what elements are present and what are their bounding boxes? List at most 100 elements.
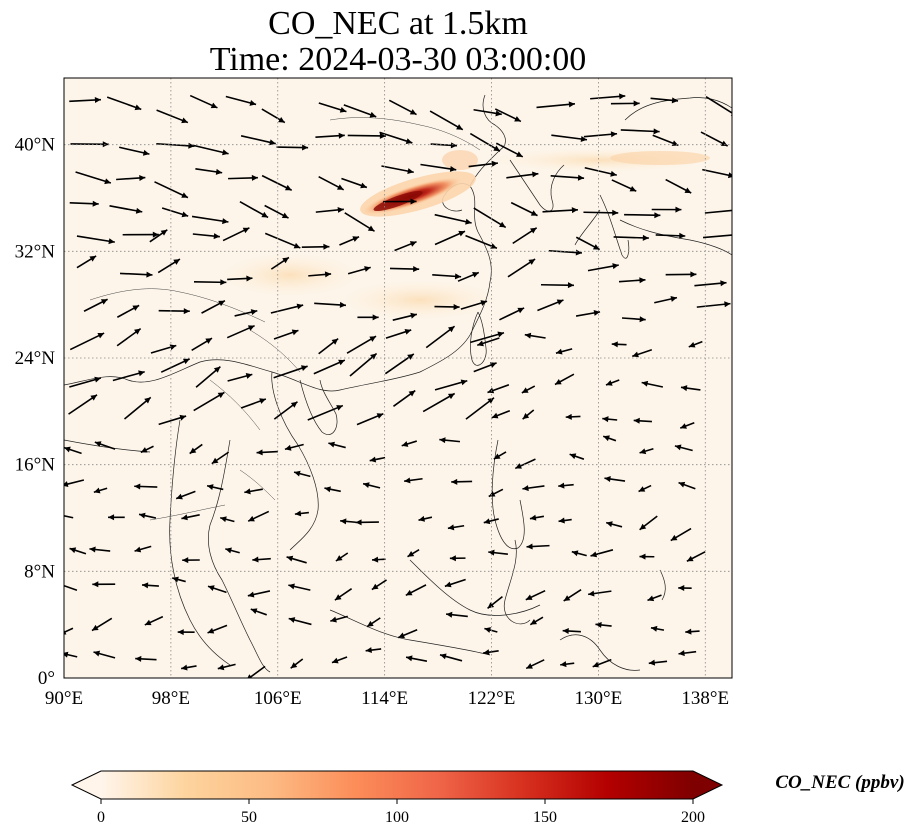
- wind-arrow-head: [526, 543, 533, 550]
- wind-arrow-head: [181, 117, 188, 124]
- wind-arrow-head: [632, 351, 639, 358]
- wind-arrow-head: [291, 329, 299, 336]
- wind-arrow-head: [294, 470, 301, 477]
- wind-arrow-head: [671, 97, 679, 104]
- colorbar-label: CO_NEC (ppbv): [775, 772, 904, 793]
- wind-arrow-head: [336, 405, 343, 411]
- wind-arrow-head: [281, 212, 289, 219]
- wind-arrow-shaft: [347, 134, 386, 137]
- wind-arrow-head: [330, 616, 337, 623]
- wind-arrow-head: [567, 282, 574, 289]
- wind-arrow-head: [372, 556, 379, 563]
- coastline: [64, 94, 732, 673]
- map-frame: [63, 77, 733, 679]
- co-haze-patch: [340, 280, 500, 320]
- wind-arrow-head: [169, 344, 177, 351]
- wind-arrow-head: [592, 244, 600, 250]
- wind-arrow-head: [595, 621, 602, 628]
- wind-arrow-head: [558, 517, 565, 524]
- wind-arrow-shaft: [75, 171, 112, 184]
- wind-arrow-head: [727, 172, 732, 179]
- wind-arrow-head: [108, 514, 115, 521]
- longitude-tick-label: 98°E: [152, 688, 190, 709]
- wind-arrow-head: [404, 328, 412, 335]
- wind-arrow-head: [491, 160, 498, 167]
- longitude-tick-label: 130°E: [575, 688, 623, 709]
- wind-arrow-head: [606, 521, 613, 528]
- wind-arrow-head: [678, 650, 685, 657]
- colorbar-extend-high: [693, 771, 722, 799]
- wind-arrow-head: [465, 218, 472, 225]
- wind-arrow-head: [94, 376, 101, 383]
- wind-arrow-head: [244, 488, 251, 495]
- wind-arrow-head: [472, 272, 479, 278]
- wind-arrow-head: [720, 280, 727, 287]
- wind-arrow-head: [91, 624, 99, 631]
- wind-arrow-head: [405, 589, 413, 596]
- map-subtitle-time: Time: 2024-03-30 03:00:00: [209, 41, 587, 78]
- wind-arrow-head: [456, 124, 463, 130]
- wind-arrow-head: [407, 551, 415, 557]
- wind-arrow-head: [592, 661, 600, 668]
- wind-arrow-head: [639, 277, 646, 284]
- wind-arrow-head: [488, 491, 496, 497]
- wind-arrow-head: [619, 93, 626, 100]
- wind-arrow-shaft: [536, 103, 576, 109]
- wind-arrow-head: [458, 230, 466, 237]
- wind-arrow-head: [64, 651, 69, 658]
- wind-arrow-head: [495, 110, 502, 117]
- wind-arrow-head: [497, 331, 505, 338]
- wind-arrow-head: [569, 453, 577, 460]
- latitude-tick-label: 32°N: [15, 241, 56, 262]
- wind-arrow-head: [207, 484, 214, 491]
- wind-arrow-head: [491, 412, 499, 419]
- wind-arrow-head: [493, 453, 501, 460]
- colorbar-tick-label: 0: [97, 809, 105, 826]
- wind-arrow-head: [172, 576, 179, 583]
- wind-arrow-shaft: [422, 392, 456, 413]
- wind-arrow-head: [288, 583, 295, 590]
- wind-arrow-head: [328, 441, 335, 448]
- wind-arrow-head: [529, 514, 537, 521]
- wind-arrow-head: [590, 551, 598, 558]
- colorbar-tick-label: 50: [241, 809, 257, 826]
- wind-arrow-head: [409, 241, 417, 247]
- wind-arrow-head: [139, 174, 146, 181]
- wind-arrow-head: [483, 649, 490, 656]
- wind-arrow-head: [654, 212, 661, 219]
- wind-arrow-head: [556, 299, 564, 306]
- wind-arrow-head: [685, 628, 692, 635]
- wind-arrow-head: [530, 619, 538, 625]
- wind-arrow-head: [139, 512, 146, 519]
- wind-arrow-head: [648, 659, 656, 666]
- co-haze-patch: [442, 150, 478, 170]
- wind-arrow-head: [94, 96, 101, 103]
- wind-arrow-head: [288, 617, 296, 623]
- wind-arrow-shaft: [106, 96, 142, 111]
- wind-arrow-head: [480, 300, 488, 306]
- wind-arrow-head: [371, 583, 379, 590]
- wind-arrow-head: [104, 178, 111, 185]
- wind-arrow-head: [363, 482, 370, 489]
- wind-arrow-head: [181, 514, 188, 521]
- wind-arrow-head: [369, 111, 377, 118]
- wind-arrow-head: [367, 620, 374, 627]
- latitude-tick-label: 0°: [38, 668, 55, 689]
- wind-arrow-head: [413, 266, 420, 273]
- wind-arrow-head: [252, 556, 259, 563]
- wind-arrow-head: [336, 184, 344, 190]
- wind-arrow-head: [488, 549, 495, 556]
- wind-arrow-head: [451, 478, 458, 485]
- wind-arrow-head: [334, 594, 342, 601]
- wind-arrow-head: [188, 142, 195, 149]
- wind-arrow-head: [493, 145, 501, 152]
- wind-arrow-head: [92, 581, 99, 588]
- wind-arrow-head: [220, 516, 227, 523]
- wind-arrow-head: [94, 441, 102, 447]
- wind-arrow-head: [92, 200, 99, 207]
- wind-arrow-head: [290, 401, 298, 408]
- longitude-tick-label: 138°E: [681, 688, 729, 709]
- wind-arrow-head: [248, 515, 255, 522]
- wind-arrow-head: [514, 116, 521, 122]
- wind-arrow-head: [132, 305, 140, 311]
